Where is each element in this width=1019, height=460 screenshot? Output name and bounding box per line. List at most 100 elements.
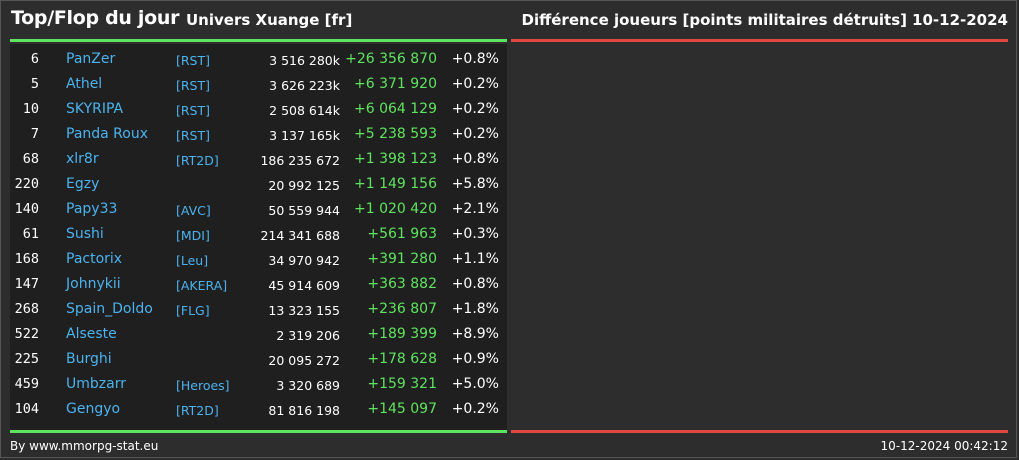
table-row: 225 Burghi 20 095 272 +178 628 +0.9% bbox=[10, 347, 507, 372]
table-row: 61 Sushi [MDI] 214 341 688 +561 963 +0.3% bbox=[10, 222, 507, 247]
percent-cell: +0.2% bbox=[451, 101, 499, 117]
points-cell: 45 914 609 bbox=[268, 278, 340, 293]
diff-cell: +1 020 420 bbox=[354, 201, 437, 217]
player-name-link[interactable]: Umbzarr bbox=[66, 376, 126, 392]
points-cell: 3 626 223k bbox=[269, 78, 340, 93]
player-name-link[interactable]: Egzy bbox=[66, 176, 100, 192]
diff-cell: +6 371 920 bbox=[354, 76, 437, 92]
points-cell: 20 095 272 bbox=[268, 353, 340, 368]
table-row: 7 Panda Roux [RST] 3 137 165k +5 238 593 +0.2… bbox=[10, 122, 507, 147]
player-name-link[interactable]: Pactorix bbox=[66, 251, 123, 267]
player-name-link[interactable]: Papy33 bbox=[66, 201, 118, 217]
percent-cell: +0.3% bbox=[451, 226, 499, 242]
player-name-link[interactable]: Gengyo bbox=[66, 401, 121, 417]
table-row: 168 Pactorix [Leu] 34 970 942 +391 280 +1.1% bbox=[10, 247, 507, 272]
diff-cell: +236 807 bbox=[367, 301, 437, 317]
alliance-tag-link[interactable]: [RT2D] bbox=[176, 153, 219, 168]
alliance-tag-link[interactable]: [RST] bbox=[176, 103, 211, 118]
header: Top/Flop du jour Univers Xuange [fr] Dif… bbox=[0, 0, 1019, 40]
alliance-tag-link[interactable]: [AKERA] bbox=[176, 278, 228, 293]
rank-cell: 61 bbox=[22, 226, 39, 242]
rank-cell: 6 bbox=[30, 51, 39, 67]
diff-cell: +178 628 bbox=[367, 351, 437, 367]
player-name-link[interactable]: SKYRIPA bbox=[66, 101, 124, 117]
points-cell: 13 323 155 bbox=[268, 303, 340, 318]
player-name-link[interactable]: Alseste bbox=[66, 326, 117, 342]
rank-cell: 68 bbox=[22, 151, 39, 167]
player-name-link[interactable]: Athel bbox=[66, 76, 103, 92]
table-row: 268 Spain_Doldo [FLG] 13 323 155 +236 807 +1.… bbox=[10, 297, 507, 322]
alliance-tag-link[interactable]: [RST] bbox=[176, 128, 211, 143]
player-name-link[interactable]: Spain_Doldo bbox=[66, 301, 153, 317]
percent-cell: +0.9% bbox=[451, 351, 499, 367]
points-cell: 2 319 206 bbox=[276, 328, 340, 343]
rank-cell: 104 bbox=[14, 401, 39, 417]
percent-cell: +0.2% bbox=[451, 76, 499, 92]
percent-cell: +8.9% bbox=[451, 326, 499, 342]
points-cell: 20 992 125 bbox=[268, 178, 340, 193]
points-cell: 34 970 942 bbox=[268, 253, 340, 268]
diff-cell: +391 280 bbox=[367, 251, 437, 267]
flop-bar-bottom bbox=[511, 430, 1008, 433]
rank-cell: 225 bbox=[14, 351, 39, 367]
alliance-tag-link[interactable]: [Heroes] bbox=[176, 378, 230, 393]
points-cell: 3 137 165k bbox=[269, 128, 340, 143]
percent-cell: +0.8% bbox=[451, 276, 499, 292]
rank-cell: 5 bbox=[30, 76, 39, 92]
rank-cell: 220 bbox=[14, 176, 39, 192]
player-name-link[interactable]: Burghi bbox=[66, 351, 112, 367]
metric-label: Différence joueurs [points militaires dé… bbox=[521, 11, 907, 29]
table-row: 68 xlr8r [RT2D] 186 235 672 +1 398 123 +0.8% bbox=[10, 147, 507, 172]
timestamp: 10-12-2024 00:42:12 bbox=[880, 439, 1008, 453]
alliance-tag-link[interactable]: [RST] bbox=[176, 53, 211, 68]
player-name-link[interactable]: PanZer bbox=[66, 51, 116, 67]
diff-cell: +561 963 bbox=[367, 226, 437, 242]
points-cell: 3 516 280k bbox=[269, 53, 340, 68]
diff-cell: +1 149 156 bbox=[354, 176, 437, 192]
table-row: 220 Egzy 20 992 125 +1 149 156 +5.8% bbox=[10, 172, 507, 197]
alliance-tag-link[interactable]: [RT2D] bbox=[176, 403, 219, 418]
percent-cell: +0.8% bbox=[451, 51, 499, 67]
rank-cell: 268 bbox=[14, 301, 39, 317]
alliance-tag-link[interactable]: [RST] bbox=[176, 78, 211, 93]
alliance-tag-link[interactable]: [MDI] bbox=[176, 228, 210, 243]
table-row: 6 PanZer [RST] 3 516 280k +26 356 870 +0.8% bbox=[10, 47, 507, 72]
points-cell: 50 559 944 bbox=[268, 203, 340, 218]
flop-panel bbox=[511, 44, 1008, 430]
points-cell: 2 508 614k bbox=[269, 103, 340, 118]
player-name-link[interactable]: Panda Roux bbox=[66, 126, 149, 142]
player-name-link[interactable]: xlr8r bbox=[66, 151, 99, 167]
universe-label: Univers Xuange [fr] bbox=[186, 11, 353, 29]
points-cell: 214 341 688 bbox=[260, 228, 340, 243]
table-row: 147 Johnykii [AKERA] 45 914 609 +363 882 +0.8… bbox=[10, 272, 507, 297]
points-cell: 81 816 198 bbox=[268, 403, 340, 418]
alliance-tag-link[interactable]: [AVC] bbox=[176, 203, 211, 218]
percent-cell: +0.2% bbox=[451, 401, 499, 417]
percent-cell: +1.8% bbox=[451, 301, 499, 317]
points-cell: 3 320 689 bbox=[276, 378, 340, 393]
percent-cell: +5.8% bbox=[451, 176, 499, 192]
percent-cell: +1.1% bbox=[451, 251, 499, 267]
credit-link[interactable]: By www.mmorpg-stat.eu bbox=[10, 439, 159, 453]
page-title: Top/Flop du jour bbox=[11, 7, 180, 29]
table-row: 104 Gengyo [RT2D] 81 816 198 +145 097 +0.2% bbox=[10, 397, 507, 422]
date-label: 10-12-2024 bbox=[912, 11, 1008, 29]
diff-cell: +5 238 593 bbox=[354, 126, 437, 142]
player-name-link[interactable]: Sushi bbox=[66, 226, 104, 242]
percent-cell: +2.1% bbox=[451, 201, 499, 217]
diff-cell: +159 321 bbox=[367, 376, 437, 392]
rank-cell: 10 bbox=[22, 101, 39, 117]
diff-cell: +6 064 129 bbox=[354, 101, 437, 117]
top-gainers-panel: 6 PanZer [RST] 3 516 280k +26 356 870 +0.8% 5 A… bbox=[10, 44, 507, 430]
diff-cell: +189 399 bbox=[367, 326, 437, 342]
alliance-tag-link[interactable]: [FLG] bbox=[176, 303, 210, 318]
alliance-tag-link[interactable]: [Leu] bbox=[176, 253, 209, 268]
top-bar-top bbox=[10, 39, 507, 42]
table-row: 459 Umbzarr [Heroes] 3 320 689 +159 321 +5.0% bbox=[10, 372, 507, 397]
diff-cell: +26 356 870 bbox=[345, 51, 437, 67]
rank-cell: 7 bbox=[30, 126, 39, 142]
rank-cell: 459 bbox=[14, 376, 39, 392]
player-name-link[interactable]: Johnykii bbox=[66, 276, 121, 292]
rank-cell: 140 bbox=[14, 201, 39, 217]
